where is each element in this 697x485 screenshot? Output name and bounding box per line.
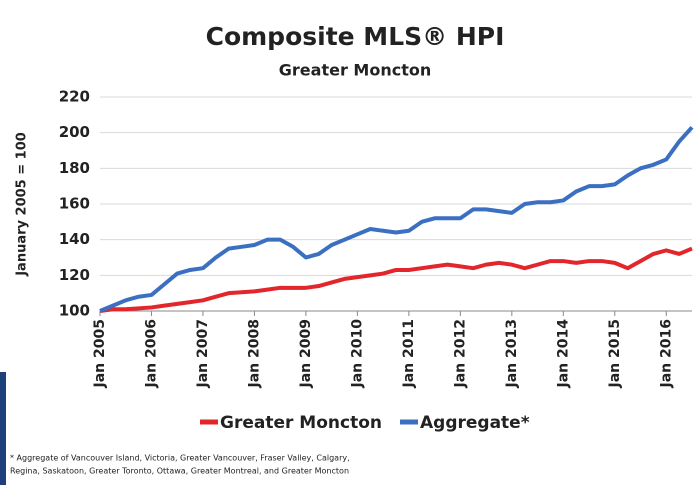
footnote: Regina, Saskatoon, Greater Toronto, Otta…: [10, 467, 349, 476]
y-tick-label: 100: [59, 302, 90, 320]
series-line: [99, 125, 694, 313]
series-line: [99, 246, 693, 313]
x-tick-label: Jan 2008: [246, 319, 262, 388]
x-tick-label: Jan 2010: [349, 319, 365, 389]
footnote: * Aggregate of Vancouver Island, Victori…: [10, 454, 350, 463]
x-tick-label: Jan 2015: [607, 319, 623, 388]
y-axis-label: January 2005 = 100: [15, 132, 30, 277]
y-tick-label: 120: [59, 266, 90, 284]
x-tick-label: Jan 2011: [401, 319, 417, 388]
x-tick-label: Jan 2005: [92, 319, 108, 388]
x-tick-label: Jan 2006: [143, 319, 159, 388]
legend-label: Greater Moncton: [220, 413, 382, 433]
y-tick-label: 160: [59, 195, 90, 213]
x-tick-label: Jan 2009: [298, 319, 314, 388]
x-tick-label: Jan 2016: [658, 319, 674, 388]
chart-subtitle: Greater Moncton: [279, 61, 431, 80]
edge-bar: [0, 372, 6, 485]
x-tick-label: Jan 2012: [452, 319, 468, 388]
y-tick-label: 220: [59, 88, 90, 106]
x-tick-label: Jan 2014: [555, 319, 571, 389]
chart-title: Composite MLS® HPI: [206, 22, 505, 51]
y-tick-label: 180: [59, 159, 90, 177]
legend-label: Aggregate*: [420, 413, 530, 433]
y-tick-label: 140: [59, 230, 90, 248]
x-tick-label: Jan 2013: [504, 319, 520, 388]
x-tick-label: Jan 2007: [195, 319, 211, 388]
y-tick-label: 200: [59, 123, 90, 141]
